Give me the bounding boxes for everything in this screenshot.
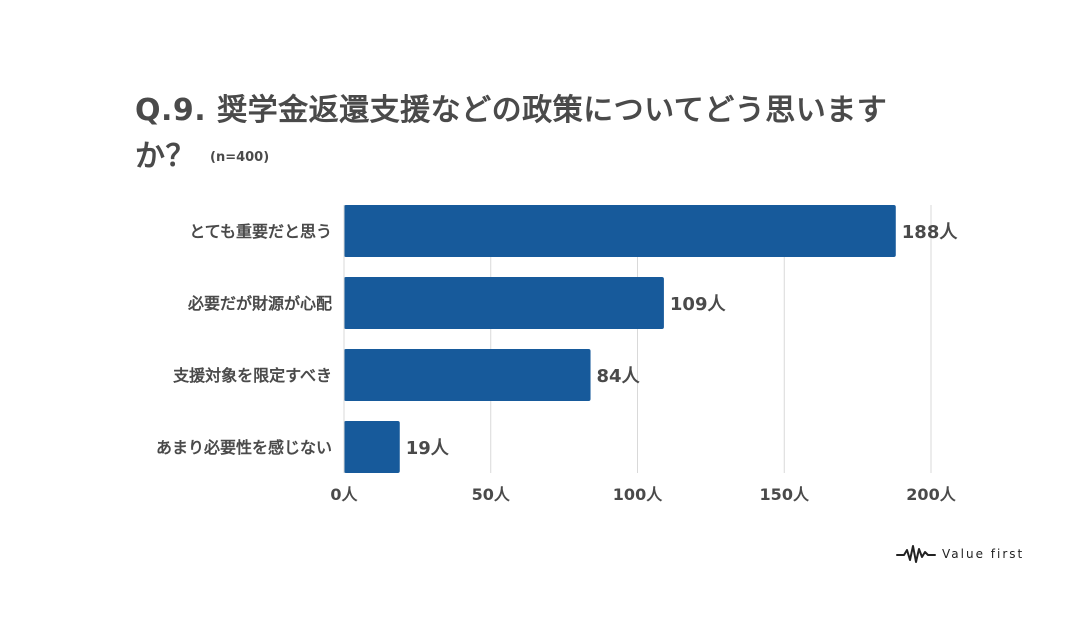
value-label-3: 19人 [406,438,450,459]
x-tick-label-50: 50人 [472,485,511,504]
x-tick-label-200: 200人 [906,485,956,504]
category-label-0: とても重要だと思う [189,222,332,241]
bar-0 [344,205,896,257]
value-label-2: 84人 [597,366,641,387]
bar-2 [344,349,591,401]
chart-title: Q.9. 奨学金返還支援などの政策についてどう思いますか？ (n=400) [135,88,935,181]
x-tick-label-100: 100人 [613,485,663,504]
category-label-2: 支援対象を限定すべき [172,366,332,385]
x-tick-label-150: 150人 [760,485,810,504]
category-label-3: あまり必要性を感じない [156,438,332,457]
brand-name: Value first [942,547,1025,561]
category-label-1: 必要だが財源が心配 [187,294,332,313]
value-label-1: 109人 [670,294,727,315]
sample-size-label: (n=400) [210,149,270,165]
bar-3 [344,421,400,473]
brand-logo-icon [896,545,936,563]
value-label-0: 188人 [902,222,959,243]
x-tick-label-0: 0人 [330,485,358,504]
bar-1 [344,277,664,329]
brand-logo: Value first [896,540,1024,568]
chart-title-text: Q.9. 奨学金返還支援などの政策についてどう思いますか？ [135,93,888,174]
